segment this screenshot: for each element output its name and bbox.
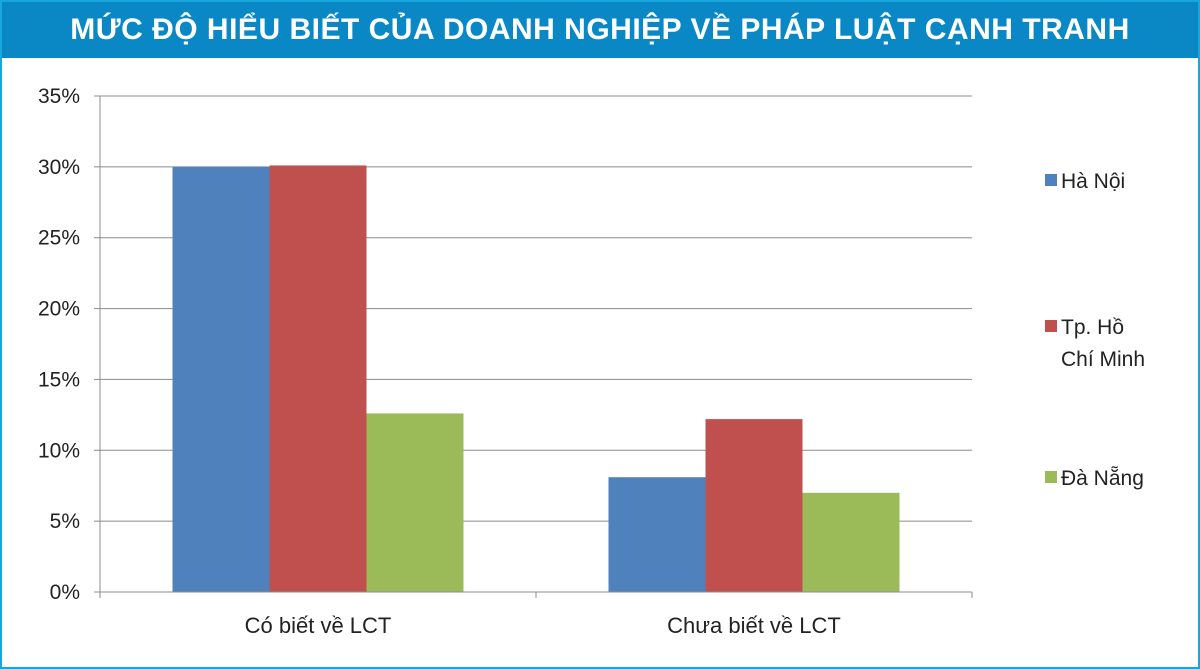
legend-swatch <box>1045 320 1057 332</box>
title-bar: MỨC ĐỘ HIỂU BIẾT CỦA DOANH NGHIỆP VỀ PHÁ… <box>2 2 1198 58</box>
bar <box>269 165 367 592</box>
bar <box>705 419 803 592</box>
bar <box>802 492 900 592</box>
y-tick-label: 20% <box>38 298 80 321</box>
x-axis-categories: Có biết về LCT Chưa biết về LCT <box>245 613 841 638</box>
category-label: Chưa biết về LCT <box>667 613 841 638</box>
y-tick-label: 35% <box>38 85 80 108</box>
y-tick-label: 15% <box>38 368 80 391</box>
chart-title: MỨC ĐỘ HIỂU BIẾT CỦA DOANH NGHIỆP VỀ PHÁ… <box>70 13 1130 46</box>
legend-label: Đà Nẵng <box>1061 467 1144 490</box>
bars <box>172 165 900 592</box>
bar <box>366 413 464 592</box>
axes <box>99 96 973 598</box>
bar-chart: 0% 5% 10% 15% 20% 25% 30% 35% Có biết về LCT Chư… <box>38 85 1145 638</box>
y-tick-label: 30% <box>38 156 80 179</box>
legend-label: Hà Nội <box>1061 170 1125 193</box>
legend: Hà Nội Tp. Hồ Chí Minh Đà Nẵng <box>1045 170 1145 490</box>
y-tick-label: 0% <box>50 581 80 604</box>
y-tick-label: 25% <box>38 227 80 250</box>
category-label: Có biết về LCT <box>245 613 392 638</box>
y-tick-label: 10% <box>38 439 80 462</box>
bar <box>172 166 270 592</box>
legend-swatch <box>1045 174 1057 186</box>
legend-swatch <box>1045 471 1057 483</box>
y-tick-label: 5% <box>50 510 80 533</box>
bar <box>608 477 706 592</box>
y-axis-ticks: 0% 5% 10% 15% 20% 25% 30% 35% <box>38 85 100 604</box>
legend-label: Tp. Hồ Chí Minh <box>1061 316 1145 371</box>
